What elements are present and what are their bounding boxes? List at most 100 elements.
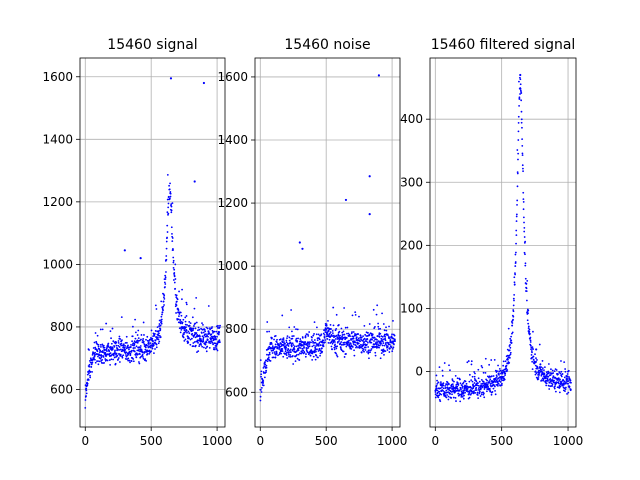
data-point bbox=[109, 352, 112, 355]
data-point bbox=[212, 343, 214, 346]
data-point bbox=[171, 237, 174, 239]
data-point bbox=[536, 367, 539, 370]
data-point bbox=[566, 373, 569, 375]
data-point bbox=[303, 351, 306, 354]
data-point bbox=[517, 130, 520, 133]
data-point bbox=[143, 343, 146, 346]
data-point bbox=[129, 346, 132, 348]
data-point bbox=[202, 323, 204, 326]
data-point bbox=[84, 384, 87, 387]
data-point bbox=[381, 312, 383, 315]
data-point bbox=[484, 371, 487, 374]
data-point bbox=[165, 271, 167, 273]
data-point bbox=[355, 345, 358, 348]
data-point bbox=[362, 349, 364, 352]
data-point bbox=[265, 369, 268, 372]
data-point bbox=[384, 339, 387, 342]
data-point bbox=[494, 381, 497, 383]
data-point bbox=[375, 345, 378, 348]
data-point bbox=[94, 332, 97, 334]
data-point bbox=[308, 345, 311, 348]
data-point bbox=[547, 384, 550, 387]
data-point bbox=[125, 351, 128, 354]
data-point bbox=[504, 360, 507, 363]
data-point bbox=[359, 334, 362, 337]
data-point bbox=[564, 382, 567, 385]
data-point bbox=[192, 327, 195, 330]
data-point bbox=[271, 352, 274, 354]
data-point bbox=[109, 330, 112, 333]
data-point bbox=[264, 361, 266, 363]
data-point bbox=[535, 372, 538, 374]
data-point bbox=[522, 208, 525, 211]
data-point bbox=[352, 340, 355, 343]
data-point bbox=[184, 338, 187, 341]
data-point bbox=[498, 368, 501, 370]
data-point bbox=[341, 333, 344, 336]
data-point bbox=[213, 342, 216, 345]
data-point bbox=[494, 389, 496, 392]
data-point bbox=[275, 341, 278, 344]
data-point bbox=[517, 139, 520, 141]
data-point bbox=[510, 339, 513, 342]
data-point bbox=[112, 358, 115, 361]
data-point bbox=[178, 290, 180, 293]
data-point bbox=[541, 367, 544, 370]
data-point bbox=[146, 335, 149, 338]
data-point bbox=[170, 226, 173, 229]
data-point bbox=[125, 335, 128, 338]
data-point bbox=[350, 339, 352, 341]
data-point bbox=[292, 363, 295, 365]
data-point bbox=[195, 332, 198, 334]
data-point bbox=[102, 356, 105, 358]
data-point bbox=[307, 346, 310, 349]
data-point bbox=[545, 382, 548, 385]
x-tick-label: 0 bbox=[81, 434, 89, 448]
data-point bbox=[155, 343, 158, 346]
data-point bbox=[94, 358, 96, 361]
data-point bbox=[441, 369, 444, 372]
data-point bbox=[456, 387, 459, 390]
data-point bbox=[453, 380, 455, 383]
data-point bbox=[99, 328, 102, 331]
data-point bbox=[103, 362, 105, 364]
y-tick-label: 400 bbox=[400, 112, 423, 126]
data-point bbox=[161, 311, 164, 314]
data-point bbox=[92, 347, 95, 349]
data-point bbox=[284, 343, 287, 345]
data-point bbox=[344, 326, 347, 329]
data-point bbox=[193, 325, 195, 327]
data-point bbox=[359, 340, 361, 343]
data-point bbox=[135, 345, 138, 348]
data-point bbox=[88, 365, 91, 368]
data-point bbox=[567, 369, 570, 372]
data-point bbox=[276, 347, 279, 350]
data-point bbox=[151, 346, 153, 348]
data-point bbox=[124, 349, 127, 351]
data-point bbox=[563, 376, 566, 379]
data-point bbox=[87, 379, 90, 381]
data-point bbox=[208, 346, 211, 349]
data-point bbox=[468, 380, 471, 383]
data-point bbox=[319, 354, 321, 357]
data-point bbox=[197, 341, 199, 344]
data-point bbox=[117, 340, 120, 342]
data-point bbox=[479, 390, 481, 393]
data-point bbox=[491, 390, 494, 393]
data-point bbox=[295, 328, 297, 331]
data-point bbox=[213, 347, 215, 349]
data-point bbox=[208, 340, 211, 343]
data-point bbox=[313, 339, 316, 341]
data-point bbox=[516, 203, 518, 206]
data-point bbox=[293, 348, 296, 351]
data-point bbox=[267, 356, 270, 359]
data-point bbox=[274, 343, 277, 346]
data-point bbox=[519, 87, 522, 90]
data-point bbox=[568, 385, 571, 388]
data-point bbox=[468, 396, 471, 399]
data-point bbox=[147, 345, 149, 347]
data-point bbox=[210, 333, 213, 336]
data-point bbox=[521, 138, 524, 141]
data-point bbox=[172, 259, 175, 262]
data-point bbox=[100, 356, 103, 359]
